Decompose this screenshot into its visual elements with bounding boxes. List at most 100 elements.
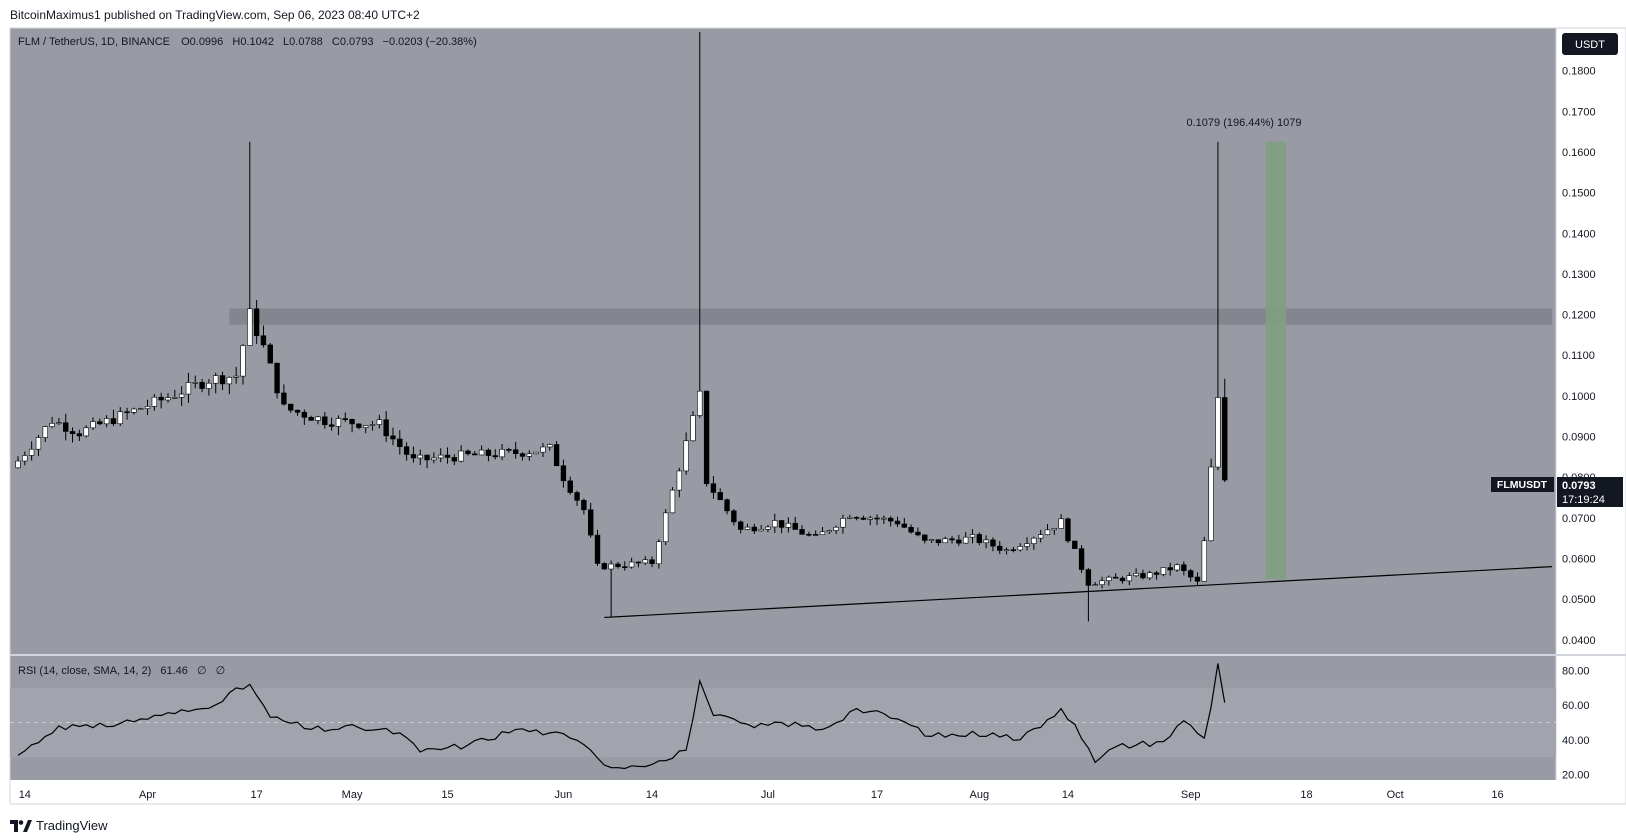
legend-high-label: H xyxy=(232,36,240,48)
time-axis-tick: 18 xyxy=(1300,789,1312,801)
candle-down xyxy=(349,419,355,425)
bottom-bar: TradingView xyxy=(0,812,1626,840)
price-axis-tick: 0.0500 xyxy=(1562,594,1596,606)
candle-down xyxy=(922,534,928,541)
candle-up xyxy=(35,437,42,450)
candle-down xyxy=(76,433,83,437)
legend-low-value: 0.0788 xyxy=(289,36,323,48)
target-zone xyxy=(1265,141,1287,579)
candle-down xyxy=(1181,564,1187,571)
price-axis-tick: 0.1700 xyxy=(1562,106,1596,118)
candle-down xyxy=(792,522,798,530)
candle-down xyxy=(328,424,335,427)
candle-down xyxy=(158,396,164,401)
candle-down xyxy=(976,534,982,544)
axis-layer: 0.04000.05000.06000.07000.08000.09000.10… xyxy=(19,66,1596,801)
time-axis-tick: Jun xyxy=(555,789,573,801)
price-pane[interactable] xyxy=(10,28,1556,654)
candle-down xyxy=(949,538,955,541)
candle-down xyxy=(288,403,294,411)
candle-down xyxy=(1194,576,1201,582)
candle-down xyxy=(567,480,573,493)
symbol-legend[interactable]: FLM / TetherUS, 1D, BINANCE O0.0996 H0.1… xyxy=(18,36,477,48)
candle-up xyxy=(1017,546,1023,551)
candle-down xyxy=(1140,573,1146,579)
candle-down xyxy=(1153,572,1160,575)
candle-up xyxy=(765,526,771,530)
time-axis-tick: Oct xyxy=(1387,789,1404,801)
rsi-legend[interactable]: RSI (14, close, SMA, 14, 2) 61.46 ∅ ∅ xyxy=(18,665,225,677)
chart-frame[interactable]: 0.04000.05000.06000.07000.08000.09000.10… xyxy=(0,0,1626,812)
candle-down xyxy=(260,335,267,346)
candle-up xyxy=(103,418,110,425)
candle-down xyxy=(267,344,273,364)
candle-down xyxy=(553,444,560,467)
candle-up xyxy=(663,512,669,543)
candle-down xyxy=(710,483,717,493)
candle-down xyxy=(812,534,819,536)
candle-up xyxy=(478,449,485,456)
candle-up xyxy=(676,470,683,491)
rsi-axis-tick: 20.00 xyxy=(1562,770,1590,782)
candle-down xyxy=(894,520,901,525)
candle-down xyxy=(1187,570,1194,578)
price-axis-tick: 0.1500 xyxy=(1562,188,1596,200)
candle-down xyxy=(1010,549,1017,551)
candle-down xyxy=(513,449,519,454)
candle-down xyxy=(342,418,348,420)
candle-down xyxy=(492,455,498,458)
candle-up xyxy=(1003,549,1010,551)
legend-symbol: FLM / TetherUS, 1D, BINANCE xyxy=(18,36,170,48)
candle-down xyxy=(731,510,737,523)
currency-badge[interactable]: USDT xyxy=(1562,33,1618,55)
price-axis-tick: 0.1400 xyxy=(1562,228,1596,240)
candle-up xyxy=(819,531,826,535)
candle-up xyxy=(1147,572,1153,579)
price-axis-tick: 0.0900 xyxy=(1562,432,1596,444)
candle-down xyxy=(472,453,478,456)
candle-up xyxy=(833,526,839,531)
candle-up xyxy=(1160,567,1167,575)
candle-up xyxy=(969,534,976,538)
tradingview-logo[interactable]: TradingView xyxy=(10,818,108,833)
candle-up xyxy=(1058,518,1064,529)
candle-up xyxy=(138,408,144,410)
candle-down xyxy=(465,450,471,455)
candle-down xyxy=(253,308,260,337)
candle-down xyxy=(1222,397,1228,481)
rsi-series xyxy=(17,663,1226,770)
candle-down xyxy=(97,421,103,425)
candle-up xyxy=(840,518,846,528)
candle-up xyxy=(369,424,376,426)
time-axis[interactable] xyxy=(10,780,1556,804)
candle-up xyxy=(458,450,464,462)
candle-up xyxy=(192,382,198,384)
candle-up xyxy=(608,563,614,570)
candle-up xyxy=(1044,529,1051,535)
candle-up xyxy=(247,308,253,346)
candle-down xyxy=(601,563,608,570)
candle-up xyxy=(826,530,833,533)
candle-up xyxy=(206,382,212,389)
candle-down xyxy=(397,438,403,448)
candle-down xyxy=(424,454,430,461)
candle-up xyxy=(49,423,55,427)
candle-down xyxy=(403,446,410,455)
candle-up xyxy=(758,528,764,532)
candle-down xyxy=(915,531,921,536)
candle-down xyxy=(274,362,280,394)
candle-up xyxy=(335,418,342,427)
candle-up xyxy=(744,526,751,530)
tradingview-logo-icon xyxy=(10,819,32,832)
candle-up xyxy=(172,397,178,399)
rsi-legend-value: 61.46 xyxy=(160,665,188,677)
candle-up xyxy=(15,460,21,469)
candle-down xyxy=(124,411,130,414)
candle-up xyxy=(1099,580,1105,585)
candle-up xyxy=(1126,575,1132,582)
candle-up xyxy=(178,393,185,398)
candle-down xyxy=(519,453,526,457)
candle-up xyxy=(1031,537,1037,544)
candle-up xyxy=(697,390,703,416)
rsi-legend-title: RSI (14, close, SMA, 14, 2) xyxy=(18,665,151,677)
